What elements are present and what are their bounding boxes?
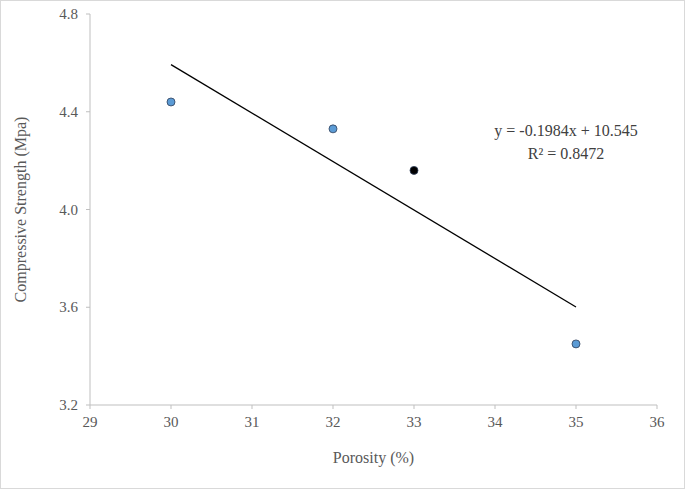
x-tick <box>414 405 415 409</box>
x-tick <box>333 405 334 409</box>
plot-area <box>167 65 580 348</box>
y-tick-label: 3.6 <box>59 299 78 315</box>
x-axis-title: Porosity (%) <box>333 449 414 467</box>
x-axis-line <box>90 405 657 406</box>
y-tick-label: 4.8 <box>59 6 78 22</box>
x-tick <box>90 405 91 409</box>
chart-border <box>1 1 685 489</box>
x-tick-label: 30 <box>164 414 179 430</box>
x-tick-label: 33 <box>407 414 422 430</box>
chart-container: 29 30 31 32 33 34 35 36 3.2 3.6 4.0 4.4 4.8 Porosity … <box>0 0 685 489</box>
x-tick-label: 31 <box>245 414 260 430</box>
data-point <box>572 340 580 348</box>
x-tick-label: 32 <box>326 414 341 430</box>
x-tick-label: 34 <box>488 414 504 430</box>
annotation: R² = 0.8472 <box>528 145 605 162</box>
x-tick <box>252 405 253 409</box>
y-tick <box>86 307 90 308</box>
y-tick <box>86 111 90 112</box>
data-point <box>410 166 418 174</box>
chart-svg: 29 30 31 32 33 34 35 36 3.2 3.6 4.0 4.4 4.8 Porosity … <box>0 0 685 489</box>
x-tick-label: 29 <box>83 414 98 430</box>
x-tick <box>657 405 658 409</box>
data-point <box>167 98 175 106</box>
x-tick <box>171 405 172 409</box>
y-axis-title: Compressive Strength (Mpa) <box>12 117 30 303</box>
annotation: y = -0.1984x + 10.545 <box>494 122 637 140</box>
y-tick-label: 4.0 <box>59 202 78 218</box>
x-tick <box>495 405 496 409</box>
y-tick <box>86 14 90 15</box>
y-tick-label: 4.4 <box>59 104 78 120</box>
y-tick <box>86 209 90 210</box>
x-tick-label: 35 <box>569 414 584 430</box>
y-tick-label: 3.2 <box>59 397 78 413</box>
data-point <box>329 125 337 133</box>
x-tick <box>576 405 577 409</box>
y-tick <box>86 405 90 406</box>
x-tick-label: 36 <box>650 414 666 430</box>
trend-line <box>171 65 576 307</box>
